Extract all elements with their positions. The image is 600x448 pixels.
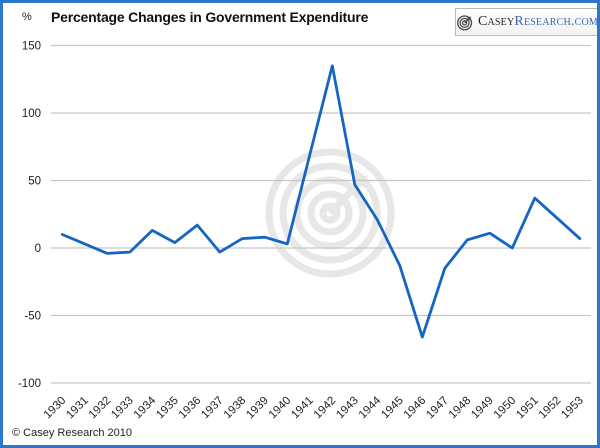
x-tick-label: 1943: [334, 395, 361, 422]
x-tick-label: 1948: [447, 395, 474, 422]
logo-wordmark: CaseyResearch.com: [477, 14, 598, 30]
casey-research-logo: CaseyResearch.com: [455, 8, 598, 36]
x-tick-label: 1940: [267, 395, 294, 422]
x-tick-label: 1939: [244, 395, 271, 422]
x-tick-label: 1930: [42, 395, 69, 422]
x-tick-label: 1952: [537, 395, 564, 422]
x-tick-label: 1945: [379, 395, 406, 422]
x-tick-label: 1947: [424, 395, 451, 422]
copyright-note: © Casey Research 2010: [12, 427, 133, 439]
x-tick-label: 1931: [64, 395, 91, 422]
y-tick-label: 50: [28, 176, 41, 188]
x-tick-label: 1934: [132, 394, 159, 421]
x-tick-label: 1932: [87, 395, 114, 422]
chart-title: Percentage Changes in Government Expendi…: [51, 9, 369, 25]
x-tick-label: 1941: [289, 395, 316, 422]
x-tick-label: 1942: [312, 395, 339, 422]
data-line-government-expenditure: [60, 64, 582, 339]
x-tick-label: 1937: [199, 395, 226, 422]
y-axis-unit-label: %: [22, 11, 32, 23]
y-axis-tick-labels: 150 100 50 0 -50 -100: [18, 41, 41, 391]
x-tick-label: 1933: [109, 395, 136, 422]
x-tick-label: 1938: [222, 395, 249, 422]
logo-text-casey: Casey: [477, 14, 515, 29]
x-tick-label: 1935: [154, 395, 181, 422]
x-tick-label: 1944: [357, 394, 384, 421]
y-tick-label: 100: [22, 108, 41, 120]
y-tick-label: -100: [18, 378, 41, 390]
x-tick-label: 1949: [469, 395, 496, 422]
y-tick-label: 150: [22, 41, 41, 53]
x-tick-label: 1951: [514, 395, 541, 422]
gridlines: [51, 44, 591, 384]
x-tick-label: 1953: [559, 395, 586, 422]
spiral-logo-icon: [457, 15, 473, 31]
y-tick-label: 0: [35, 243, 41, 255]
watermark-spiral-icon: [265, 148, 395, 278]
x-tick-label: 1946: [402, 395, 429, 422]
x-tick-label: 1936: [177, 395, 204, 422]
x-axis-tick-labels: 1930193119321933193419351936193719381939…: [42, 394, 586, 421]
x-tick-label: 1950: [492, 395, 519, 422]
y-tick-label: -50: [24, 311, 41, 323]
logo-text-research: Research.com: [514, 14, 598, 29]
